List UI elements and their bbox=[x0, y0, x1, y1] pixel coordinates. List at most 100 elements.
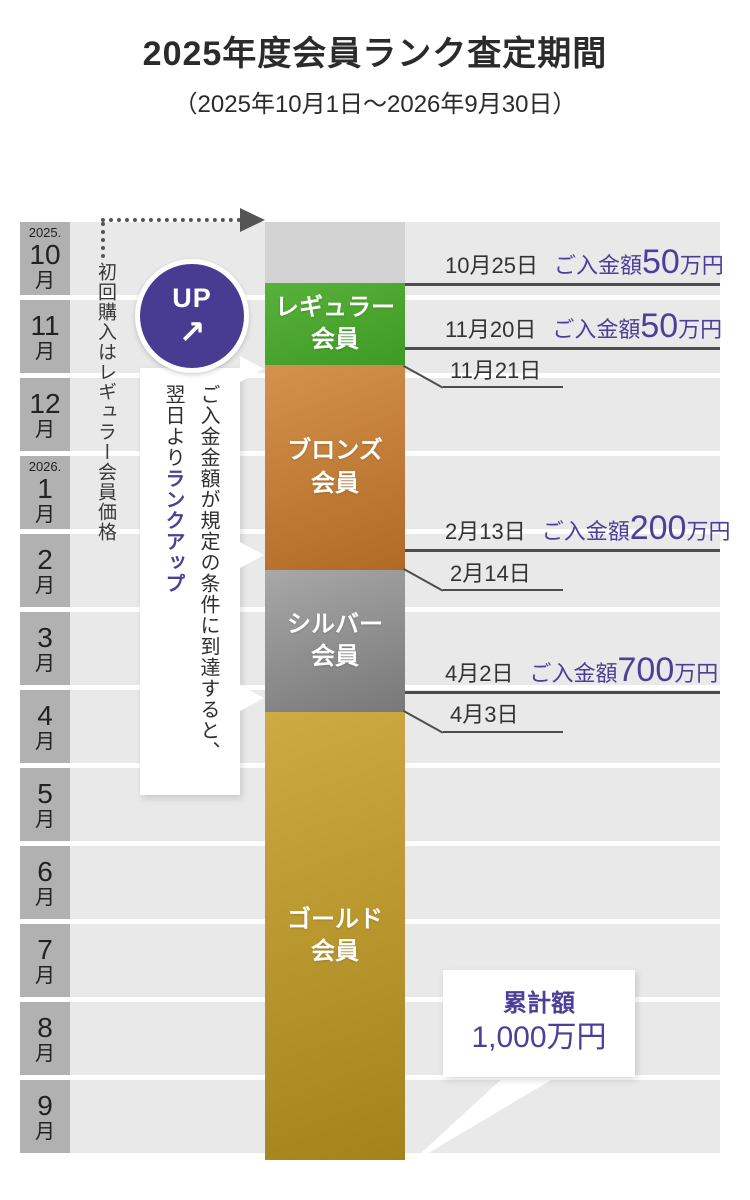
month-unit: 月 bbox=[35, 504, 55, 526]
month-unit: 月 bbox=[35, 1120, 55, 1143]
tier-suffix: 会員 bbox=[311, 643, 359, 670]
total-label: 累計額 bbox=[503, 989, 575, 1017]
annotation-underline-short bbox=[443, 386, 563, 388]
month-number: 10 bbox=[29, 239, 61, 270]
month-label-cell: 9 月 bbox=[20, 1080, 70, 1153]
month-unit: 月 bbox=[35, 270, 55, 292]
annotation-underline bbox=[405, 549, 720, 552]
month-number: 6 bbox=[37, 855, 53, 887]
month-label-cell: 11 月 bbox=[20, 300, 70, 373]
rankup-note-line1: ご入金金額が規定の条件に到達すると、 bbox=[197, 384, 219, 762]
deposit-label: ご入金額 bbox=[529, 661, 618, 686]
month-label-cell: 8 月 bbox=[20, 1002, 70, 1075]
month-year: 2026. bbox=[28, 459, 62, 474]
month-unit: 月 bbox=[35, 574, 55, 597]
tier-name: レギュラー bbox=[275, 293, 395, 321]
month-year: 2025. bbox=[28, 225, 62, 240]
month-label-cell: 2025. 10 月 bbox=[20, 222, 70, 295]
deposit-amount: 50 bbox=[641, 243, 680, 281]
month-unit: 月 bbox=[35, 1042, 55, 1065]
rankup-date: 4月3日 bbox=[450, 702, 519, 727]
annotation-underline bbox=[405, 283, 720, 286]
total-amount: 1,000万円 bbox=[471, 1021, 607, 1055]
month-number: 2 bbox=[37, 543, 53, 575]
up-arrow-icon: ↗ bbox=[178, 313, 206, 350]
rankup-pointer-icon bbox=[240, 685, 264, 711]
month-number: 7 bbox=[37, 933, 53, 965]
month-label-cell: 6 月 bbox=[20, 846, 70, 919]
month-label-cell: 12 月 bbox=[20, 378, 70, 451]
dotted-connector-horizontal bbox=[101, 218, 241, 222]
up-label: UP bbox=[172, 282, 212, 313]
tier-name: ゴールド bbox=[287, 905, 383, 933]
deposit-label: ご入金額 bbox=[541, 519, 630, 544]
tier-label-silver: シルバー 会員 bbox=[287, 609, 383, 674]
tier-label-bronze: ブロンズ 会員 bbox=[287, 435, 383, 500]
month-label-cell: 5 月 bbox=[20, 768, 70, 841]
tier-label-gold: ゴールド 会員 bbox=[287, 904, 383, 969]
deposit-unit: 万円 bbox=[686, 519, 731, 544]
annotation-underline bbox=[405, 347, 720, 350]
page-title: 2025年度会員ランク査定期間 bbox=[142, 35, 608, 73]
annotation-underline-short bbox=[443, 731, 563, 733]
month-unit: 月 bbox=[35, 652, 55, 675]
month-number: 12 bbox=[29, 387, 61, 419]
bar-segment-initial bbox=[265, 222, 405, 283]
month-label-cell: 2026. 1 月 bbox=[20, 456, 70, 529]
annotation-underline bbox=[405, 691, 720, 694]
month-number: 9 bbox=[37, 1089, 53, 1121]
rankup-note-box: ご入金金額が規定の条件に到達すると、 翌日よりランクアップ bbox=[140, 368, 240, 795]
month-number: 1 bbox=[37, 473, 53, 504]
month-label-cell: 3 月 bbox=[20, 612, 70, 685]
rankup-pointer-icon bbox=[240, 356, 264, 382]
deposit-amount: 700 bbox=[617, 651, 675, 689]
right-arrowhead-icon bbox=[240, 208, 265, 232]
tier-name: ブロンズ bbox=[287, 437, 383, 465]
deposit-unit: 万円 bbox=[679, 253, 724, 278]
month-number: 4 bbox=[37, 699, 53, 731]
deposit-amount: 50 bbox=[640, 307, 679, 345]
month-unit: 月 bbox=[35, 418, 55, 441]
rankup-date: 11月21日 bbox=[450, 358, 542, 383]
deposit-amount: 200 bbox=[629, 509, 687, 547]
total-callout: 累計額 1,000万円 bbox=[443, 970, 635, 1077]
deposit-date: 4月2日 bbox=[445, 661, 514, 686]
rankup-note-highlight: ランクアップ bbox=[162, 468, 184, 594]
month-number: 11 bbox=[30, 309, 60, 341]
deposit-annotation: 10月25日 ご入金額 50 万円 bbox=[445, 243, 724, 282]
rank-up-badge: UP ↗ bbox=[135, 259, 249, 373]
tier-suffix: 会員 bbox=[311, 469, 359, 497]
deposit-date: 10月25日 bbox=[445, 253, 538, 278]
deposit-date: 11月20日 bbox=[445, 317, 537, 342]
month-unit: 月 bbox=[35, 964, 55, 987]
month-unit: 月 bbox=[35, 886, 55, 909]
deposit-annotation: 11月20日 ご入金額 50 万円 bbox=[445, 307, 722, 346]
deposit-label: ご入金額 bbox=[553, 253, 642, 278]
bar-segment-bronze: ブロンズ 会員 bbox=[265, 365, 405, 570]
deposit-date: 2月13日 bbox=[445, 519, 526, 544]
month-label-cell: 7 月 bbox=[20, 924, 70, 997]
month-number: 8 bbox=[37, 1011, 53, 1043]
deposit-annotation: 4月2日 ご入金額 700 万円 bbox=[445, 651, 718, 690]
deposit-label: ご入金額 bbox=[552, 317, 641, 342]
deposit-unit: 万円 bbox=[674, 661, 719, 686]
month-unit: 月 bbox=[35, 730, 55, 753]
month-unit: 月 bbox=[35, 808, 55, 831]
bar-segment-regular: レギュラー 会員 bbox=[265, 283, 405, 365]
bar-segment-silver: シルバー 会員 bbox=[265, 570, 405, 712]
month-label-cell: 4 月 bbox=[20, 690, 70, 763]
deposit-annotation: 2月13日 ご入金額 200 万円 bbox=[445, 509, 730, 548]
bar-segment-gold: ゴールド 会員 bbox=[265, 712, 405, 1160]
month-number: 5 bbox=[37, 777, 53, 809]
tier-suffix: 会員 bbox=[311, 326, 359, 353]
rankup-note-text: ご入金金額が規定の条件に到達すると、 翌日よりランクアップ bbox=[155, 368, 225, 779]
rank-bar: レギュラー 会員 ブロンズ 会員 シルバー 会員 ゴールド 会員 bbox=[265, 222, 405, 1160]
month-label-cell: 2 月 bbox=[20, 534, 70, 607]
annotation-underline-short bbox=[443, 589, 563, 591]
page-subtitle: （2025年10月1日～2026年9月30日） bbox=[173, 91, 577, 118]
dotted-connector-vertical bbox=[101, 222, 105, 258]
rankup-note-line2-prefix: 翌日より bbox=[162, 384, 184, 468]
tier-name: シルバー bbox=[287, 610, 383, 638]
tier-label-regular: レギュラー 会員 bbox=[275, 292, 395, 357]
